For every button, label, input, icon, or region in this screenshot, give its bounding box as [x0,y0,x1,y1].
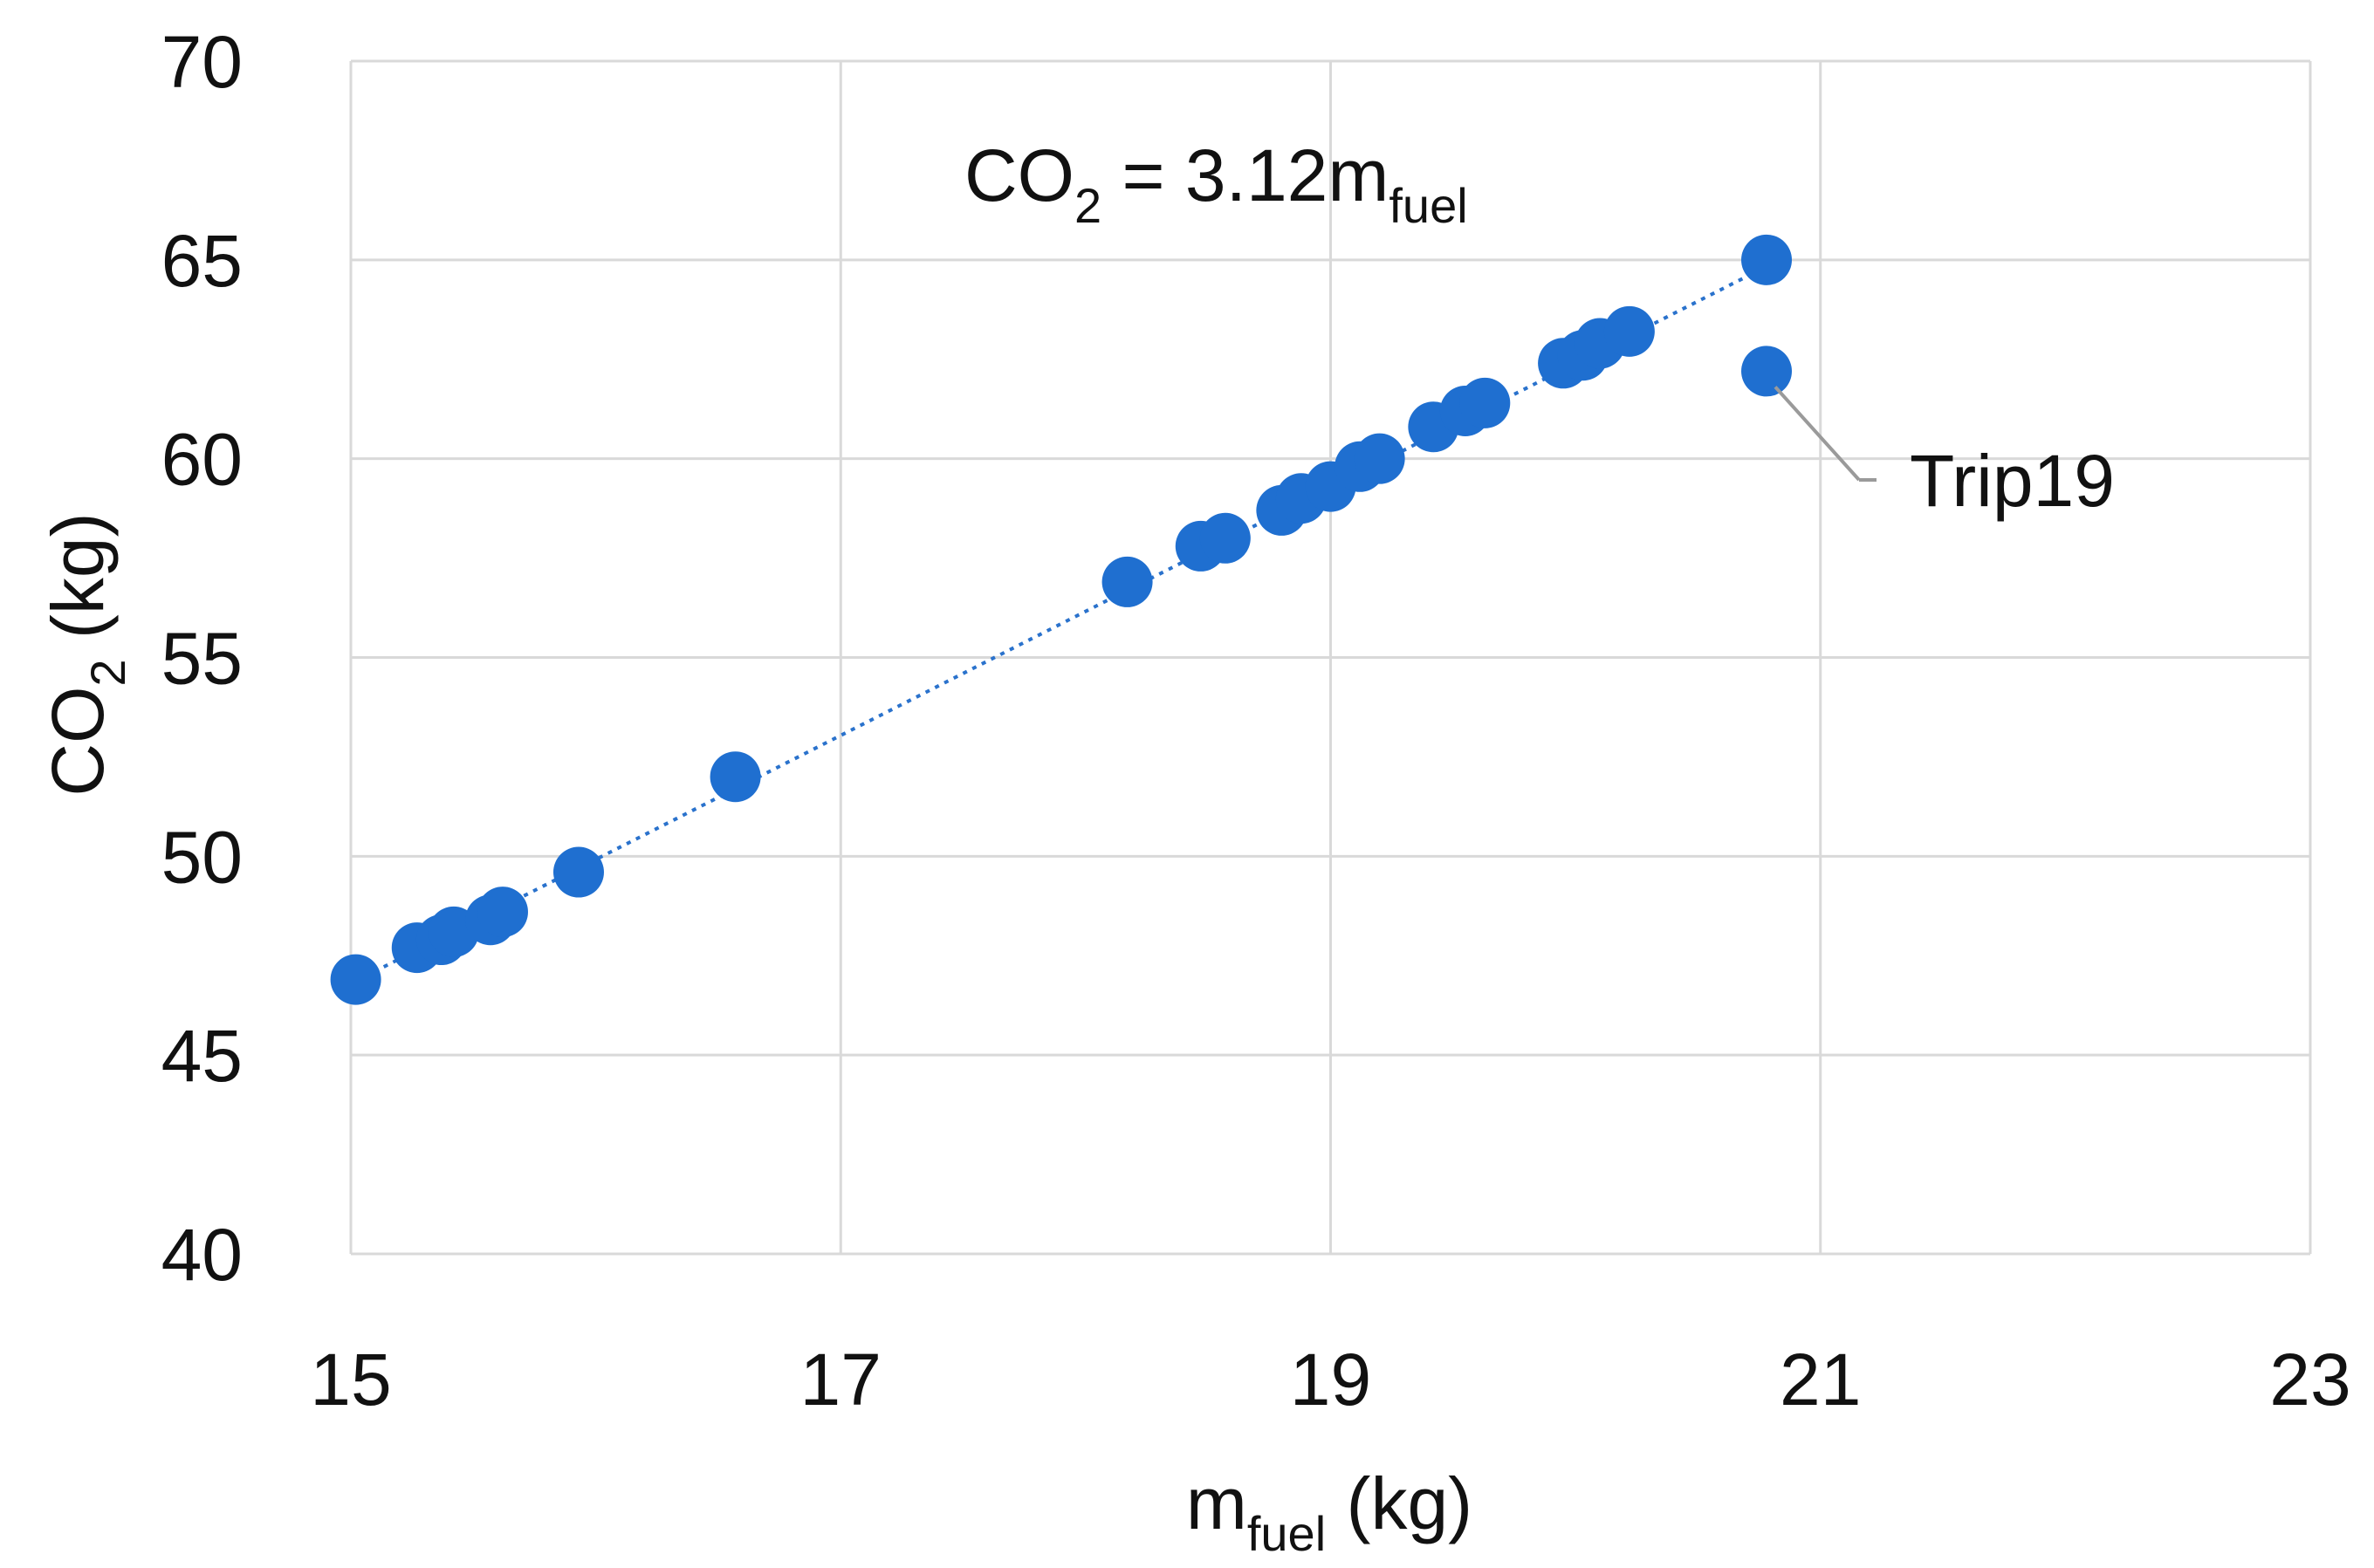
y-tick-label: 70 [161,21,243,103]
y-tick-label: 45 [161,1015,243,1097]
trip19-label: Trip19 [1910,440,2115,522]
y-axis-title-unit: (kg) [37,512,119,659]
data-point [710,751,761,803]
x-tick-label: 21 [1780,1339,1861,1421]
y-tick-label: 40 [161,1214,243,1296]
equation-lhs-sub: 2 [1074,178,1101,233]
data-point [1741,234,1793,285]
x-tick-labels: 15 17 19 21 23 [310,1339,2350,1421]
x-tick-label: 15 [310,1339,391,1421]
data-point [552,846,604,898]
y-tick-label: 60 [161,419,243,501]
y-tick-label: 50 [161,816,243,898]
y-tick-label: 55 [161,618,243,700]
annotation-leader-line [1774,386,1861,482]
equation-rhs: = 3.12m [1101,134,1389,216]
y-axis-title-main: CO [37,687,119,797]
equation-rhs-sub: fuel [1389,178,1467,233]
data-point [330,954,381,1005]
x-axis-title-main: m [1186,1462,1247,1544]
data-point [1354,433,1405,484]
data-point [1741,346,1793,397]
x-tick-label: 17 [800,1339,882,1421]
x-axis-title-unit: (kg) [1326,1462,1472,1544]
y-tick-labels: 40 45 50 55 60 65 70 [161,21,243,1296]
x-axis-title: mfuel (kg) [1186,1462,1472,1561]
y-axis-title-sub: 2 [80,659,135,686]
x-axis-title-sub: fuel [1247,1506,1326,1561]
equation-lhs: CO [964,134,1074,216]
data-point [1459,377,1511,428]
data-point [477,887,528,938]
grid-lines [349,59,2312,1256]
x-tick-label: 19 [1290,1339,1371,1421]
y-tick-label: 65 [161,220,243,302]
y-axis-title: CO2 (kg) [37,512,135,796]
x-tick-label: 23 [2269,1339,2350,1421]
data-points [330,234,1793,1005]
equation-label: CO2 = 3.12mfuel [964,134,1468,233]
data-point [1101,556,1153,607]
data-point [1199,512,1251,564]
data-point [1603,305,1655,357]
